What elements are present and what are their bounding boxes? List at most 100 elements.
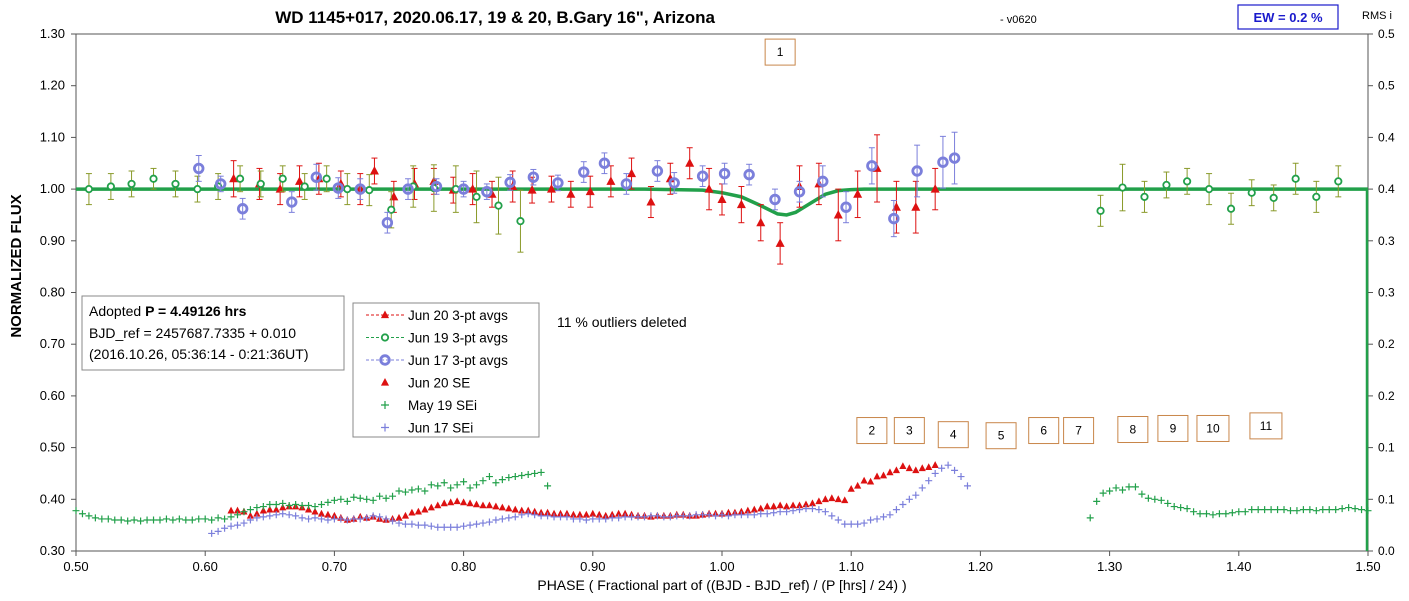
x-tick-label: 1.30 [1097, 559, 1122, 574]
residual-point-jun17 [285, 511, 293, 519]
residual-point-jun20 [460, 498, 468, 506]
residual-point-jun17 [221, 524, 229, 532]
x-tick-label: 0.60 [193, 559, 218, 574]
residual-point-may19 [227, 513, 235, 521]
residual-point-may19 [1286, 507, 1294, 515]
residual-point-may19 [1125, 483, 1133, 491]
residual-point-may19 [1119, 486, 1127, 494]
residual-point-may19 [1203, 510, 1210, 518]
residual-point-jun20 [808, 499, 817, 507]
residual-point-may19 [1293, 507, 1301, 515]
y2-tick-label: 0.5 [1378, 27, 1395, 41]
residual-point-jun20 [886, 468, 894, 476]
residual-point-jun17 [234, 521, 241, 529]
data-point-jun20 [717, 194, 727, 203]
residual-point-may19 [234, 511, 241, 519]
residual-point-jun17 [460, 522, 468, 530]
residual-point-jun17 [557, 513, 564, 521]
residual-point-may19 [1106, 487, 1114, 495]
residual-point-jun17 [227, 522, 235, 530]
residual-point-jun17 [724, 512, 732, 520]
outliers-note: 11 % outliers deleted [557, 314, 687, 330]
residual-point-jun20 [543, 508, 552, 516]
svg-text:Adopted P = 4.49126 hrs: Adopted P = 4.49126 hrs [89, 303, 247, 319]
residual-point-may19 [1274, 506, 1282, 514]
data-point-jun19 [235, 174, 245, 183]
residual-point-may19 [78, 510, 86, 518]
residual-point-jun17 [479, 519, 487, 527]
residual-point-may19 [505, 474, 513, 482]
residual-point-may19 [460, 478, 468, 486]
data-point-jun17 [937, 156, 949, 168]
dip-label-box [937, 421, 969, 449]
residual-point-jun20 [879, 471, 888, 479]
residual-point-jun17 [492, 516, 500, 524]
residual-point-jun17 [382, 515, 390, 523]
residual-point-jun17 [440, 523, 448, 531]
dip-label-box [1196, 414, 1230, 442]
x-axis-label: PHASE ( Fractional part of ((BJD - BJD_r… [537, 577, 906, 593]
data-point-jun19 [387, 205, 396, 214]
residual-point-may19 [498, 476, 506, 484]
data-point-jun20 [295, 176, 305, 185]
residual-point-jun20 [589, 509, 597, 517]
residual-point-jun17 [589, 515, 597, 523]
data-point-jun20 [627, 168, 637, 178]
data-point-jun19 [1291, 174, 1300, 183]
residual-point-jun20 [757, 504, 765, 512]
residual-point-jun20 [582, 510, 590, 518]
residual-point-may19 [440, 479, 448, 487]
data-point-jun17 [430, 180, 443, 193]
residual-point-jun20 [834, 495, 842, 503]
x-tick-label: 1.10 [839, 559, 864, 574]
residual-point-may19 [182, 516, 190, 524]
residual-point-jun20 [246, 511, 255, 519]
residual-point-jun17 [447, 523, 455, 531]
residual-point-jun17 [899, 500, 907, 508]
residual-point-may19 [1112, 484, 1120, 492]
data-point-jun17 [215, 178, 227, 190]
y2-tick-label: 0.3 [1378, 234, 1395, 248]
residual-point-jun20 [330, 511, 338, 519]
x-tick-label: 0.90 [580, 559, 605, 574]
residual-point-jun20 [447, 498, 455, 506]
residual-point-may19 [208, 516, 216, 524]
legend-marker-jun20-se [380, 378, 390, 386]
data-point-jun17 [402, 183, 414, 195]
residual-point-may19 [1312, 507, 1320, 515]
residual-point-jun17 [389, 517, 397, 525]
residual-point-jun20 [866, 477, 875, 485]
x-tick-label: 1.20 [968, 559, 993, 574]
info-date-range: (2016.10.26, 05:36:14 - 0:21:36UT) [89, 346, 308, 362]
y-tick-label: 1.20 [40, 78, 65, 93]
residual-point-jun17 [330, 515, 338, 523]
residual-point-jun20 [770, 502, 778, 510]
legend-label: Jun 17 SEi [408, 421, 473, 436]
residual-point-jun17 [705, 511, 713, 519]
residual-point-may19 [1338, 505, 1346, 513]
data-point-jun19 [322, 174, 331, 183]
residual-point-may19 [259, 503, 267, 511]
residual-point-may19 [1151, 495, 1159, 503]
y2-tick-label: 0.4 [1378, 130, 1395, 144]
dip-label: 1 [777, 45, 784, 59]
residual-point-jun20 [524, 506, 532, 514]
residual-point-jun20 [556, 509, 565, 517]
residual-point-may19 [1235, 508, 1243, 516]
residual-point-jun17 [279, 510, 287, 518]
residual-point-may19 [1306, 506, 1314, 514]
residual-point-may19 [143, 516, 151, 524]
x-tick-label: 1.00 [709, 559, 734, 574]
residual-point-may19 [1248, 506, 1256, 514]
info-period: P = 4.49126 hrs [145, 303, 247, 319]
residual-point-jun17 [666, 513, 674, 521]
y-tick-label: 0.90 [40, 233, 65, 248]
legend-label: May 19 SEi [408, 398, 477, 413]
data-point-jun20 [911, 202, 921, 211]
data-point-jun19 [1269, 193, 1278, 202]
y-tick-label: 0.50 [40, 440, 65, 455]
residual-point-may19 [401, 488, 409, 496]
residual-point-jun17 [731, 511, 739, 519]
residual-point-jun20 [227, 506, 235, 514]
